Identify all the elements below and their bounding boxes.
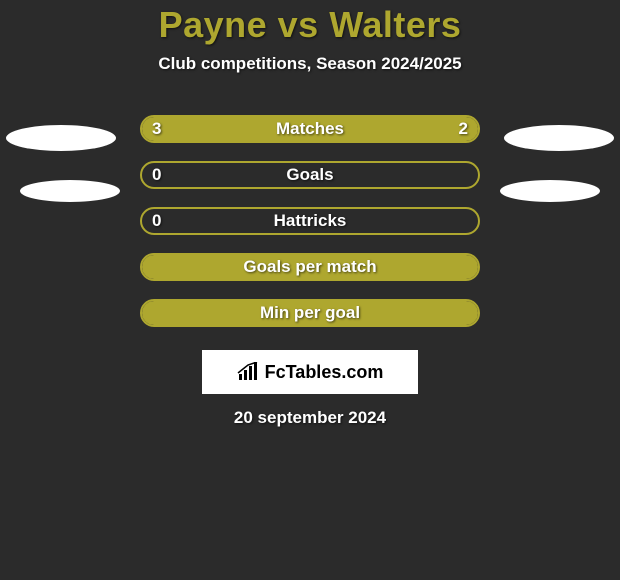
bar-track: Goals per match <box>140 253 480 281</box>
bar-track: Min per goal <box>140 299 480 327</box>
bar-fill-left <box>142 117 344 141</box>
bar-fill-full <box>142 301 478 325</box>
stat-label: Hattricks <box>274 211 347 231</box>
bar-track: 0 Goals <box>140 161 480 189</box>
footer-date: 20 september 2024 <box>0 408 620 428</box>
stat-row-hattricks: 0 Hattricks <box>0 198 620 244</box>
bar-track: 3 2 Matches <box>140 115 480 143</box>
stat-row-goals-per-match: Goals per match <box>0 244 620 290</box>
page-title: Payne vs Walters <box>0 4 620 46</box>
stat-row-matches: 3 2 Matches <box>0 106 620 152</box>
stat-row-min-per-goal: Min per goal <box>0 290 620 336</box>
stat-value-left: 3 <box>152 117 161 141</box>
stat-value-left: 0 <box>152 209 161 233</box>
stat-value-left: 0 <box>152 163 161 187</box>
brand-text: FcTables.com <box>265 362 384 383</box>
brand-badge[interactable]: FcTables.com <box>202 350 418 394</box>
stat-row-goals: 0 Goals <box>0 152 620 198</box>
stat-value-right: 2 <box>459 117 468 141</box>
bar-fill-full <box>142 255 478 279</box>
bar-chart-icon <box>237 362 259 382</box>
page-subtitle: Club competitions, Season 2024/2025 <box>0 54 620 74</box>
bar-track: 0 Hattricks <box>140 207 480 235</box>
stats-list: 3 2 Matches 0 Goals 0 Hattricks Goals pe… <box>0 106 620 336</box>
stat-label: Goals <box>286 165 333 185</box>
comparison-card: Payne vs Walters Club competitions, Seas… <box>0 0 620 580</box>
